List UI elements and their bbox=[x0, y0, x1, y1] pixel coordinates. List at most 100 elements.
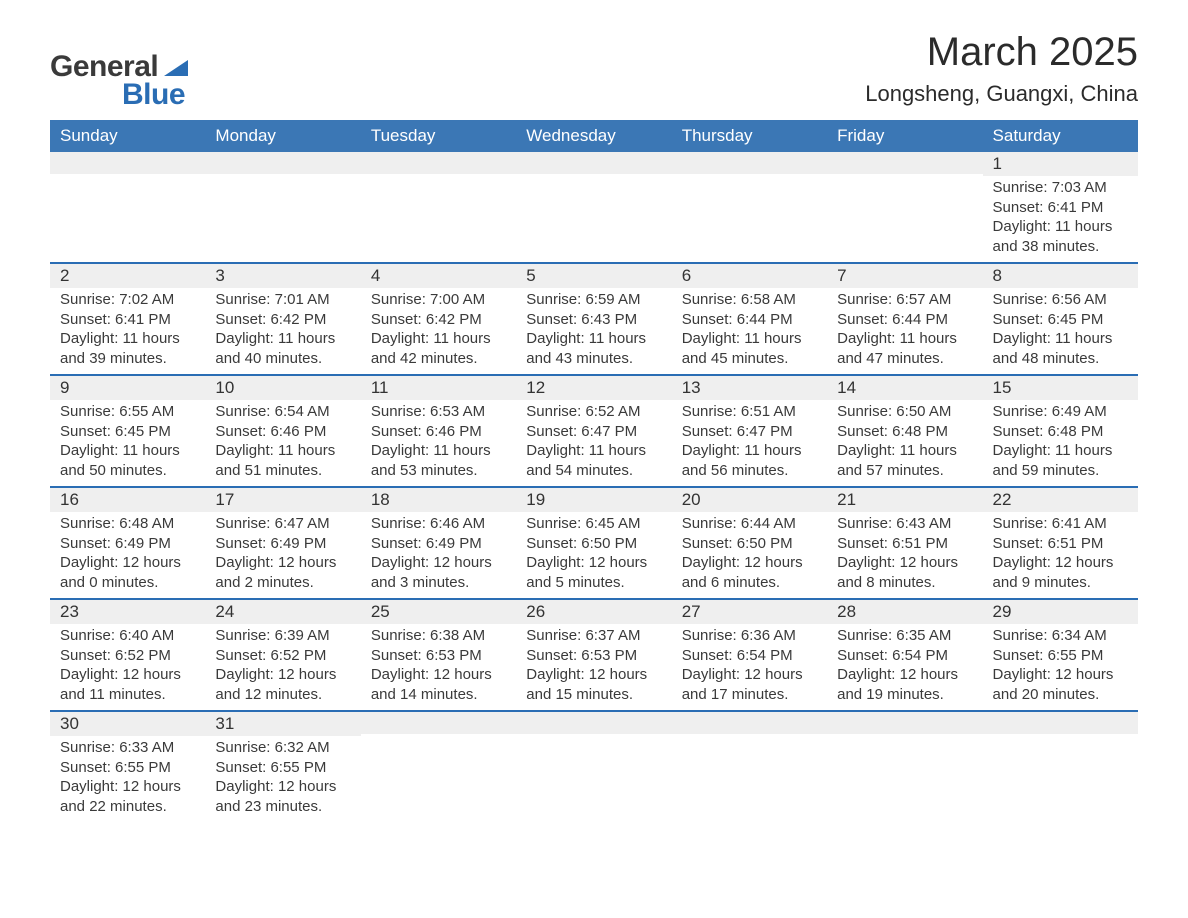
calendar-day-cell bbox=[672, 152, 827, 263]
calendar-day-cell: 21Sunrise: 6:43 AMSunset: 6:51 PMDayligh… bbox=[827, 487, 982, 599]
day-number: 14 bbox=[827, 376, 982, 400]
day-number: 7 bbox=[827, 264, 982, 288]
calendar-day-cell bbox=[827, 711, 982, 822]
sunrise-line: Sunrise: 6:37 AM bbox=[526, 626, 661, 646]
daylight-line: Daylight: 12 hours and 3 minutes. bbox=[371, 553, 506, 592]
day-body: Sunrise: 6:41 AMSunset: 6:51 PMDaylight:… bbox=[983, 512, 1138, 598]
calendar-day-cell: 19Sunrise: 6:45 AMSunset: 6:50 PMDayligh… bbox=[516, 487, 671, 599]
daylight-line: Daylight: 12 hours and 2 minutes. bbox=[215, 553, 350, 592]
sunset-line: Sunset: 6:54 PM bbox=[682, 646, 817, 666]
sunset-line: Sunset: 6:41 PM bbox=[993, 198, 1128, 218]
day-number-empty bbox=[516, 712, 671, 734]
calendar-day-cell: 30Sunrise: 6:33 AMSunset: 6:55 PMDayligh… bbox=[50, 711, 205, 822]
daylight-line: Daylight: 12 hours and 15 minutes. bbox=[526, 665, 661, 704]
sunrise-line: Sunrise: 6:36 AM bbox=[682, 626, 817, 646]
calendar-day-cell bbox=[205, 152, 360, 263]
header: General Blue March 2025 Longsheng, Guang… bbox=[50, 30, 1138, 112]
day-body: Sunrise: 6:53 AMSunset: 6:46 PMDaylight:… bbox=[361, 400, 516, 486]
day-number: 16 bbox=[50, 488, 205, 512]
daylight-line: Daylight: 11 hours and 50 minutes. bbox=[60, 441, 195, 480]
sunrise-line: Sunrise: 6:50 AM bbox=[837, 402, 972, 422]
weekday-header: Wednesday bbox=[516, 120, 671, 152]
day-number-empty bbox=[827, 152, 982, 174]
sunrise-line: Sunrise: 6:52 AM bbox=[526, 402, 661, 422]
day-number: 17 bbox=[205, 488, 360, 512]
day-number: 29 bbox=[983, 600, 1138, 624]
calendar-day-cell: 24Sunrise: 6:39 AMSunset: 6:52 PMDayligh… bbox=[205, 599, 360, 711]
sunset-line: Sunset: 6:52 PM bbox=[60, 646, 195, 666]
calendar-day-cell: 14Sunrise: 6:50 AMSunset: 6:48 PMDayligh… bbox=[827, 375, 982, 487]
day-number: 30 bbox=[50, 712, 205, 736]
calendar-day-cell: 31Sunrise: 6:32 AMSunset: 6:55 PMDayligh… bbox=[205, 711, 360, 822]
sunset-line: Sunset: 6:51 PM bbox=[837, 534, 972, 554]
sunrise-line: Sunrise: 6:48 AM bbox=[60, 514, 195, 534]
calendar-day-cell: 17Sunrise: 6:47 AMSunset: 6:49 PMDayligh… bbox=[205, 487, 360, 599]
daylight-line: Daylight: 11 hours and 45 minutes. bbox=[682, 329, 817, 368]
day-body: Sunrise: 6:37 AMSunset: 6:53 PMDaylight:… bbox=[516, 624, 671, 710]
calendar-day-cell: 18Sunrise: 6:46 AMSunset: 6:49 PMDayligh… bbox=[361, 487, 516, 599]
daylight-line: Daylight: 11 hours and 39 minutes. bbox=[60, 329, 195, 368]
calendar-day-cell bbox=[50, 152, 205, 263]
daylight-line: Daylight: 12 hours and 19 minutes. bbox=[837, 665, 972, 704]
calendar-day-cell: 6Sunrise: 6:58 AMSunset: 6:44 PMDaylight… bbox=[672, 263, 827, 375]
sunrise-line: Sunrise: 6:32 AM bbox=[215, 738, 350, 758]
calendar-day-cell: 13Sunrise: 6:51 AMSunset: 6:47 PMDayligh… bbox=[672, 375, 827, 487]
daylight-line: Daylight: 12 hours and 12 minutes. bbox=[215, 665, 350, 704]
sunrise-line: Sunrise: 7:01 AM bbox=[215, 290, 350, 310]
sunrise-line: Sunrise: 7:02 AM bbox=[60, 290, 195, 310]
day-number: 28 bbox=[827, 600, 982, 624]
day-body: Sunrise: 6:46 AMSunset: 6:49 PMDaylight:… bbox=[361, 512, 516, 598]
day-body: Sunrise: 6:36 AMSunset: 6:54 PMDaylight:… bbox=[672, 624, 827, 710]
calendar-day-cell: 5Sunrise: 6:59 AMSunset: 6:43 PMDaylight… bbox=[516, 263, 671, 375]
sunrise-line: Sunrise: 6:38 AM bbox=[371, 626, 506, 646]
calendar-day-cell: 3Sunrise: 7:01 AMSunset: 6:42 PMDaylight… bbox=[205, 263, 360, 375]
daylight-line: Daylight: 12 hours and 11 minutes. bbox=[60, 665, 195, 704]
daylight-line: Daylight: 12 hours and 0 minutes. bbox=[60, 553, 195, 592]
day-body-empty bbox=[205, 174, 360, 244]
day-number: 24 bbox=[205, 600, 360, 624]
day-number-empty bbox=[516, 152, 671, 174]
day-body: Sunrise: 6:39 AMSunset: 6:52 PMDaylight:… bbox=[205, 624, 360, 710]
sunrise-line: Sunrise: 6:57 AM bbox=[837, 290, 972, 310]
calendar-day-cell: 23Sunrise: 6:40 AMSunset: 6:52 PMDayligh… bbox=[50, 599, 205, 711]
daylight-line: Daylight: 11 hours and 54 minutes. bbox=[526, 441, 661, 480]
daylight-line: Daylight: 11 hours and 59 minutes. bbox=[993, 441, 1128, 480]
sunset-line: Sunset: 6:54 PM bbox=[837, 646, 972, 666]
sunset-line: Sunset: 6:47 PM bbox=[682, 422, 817, 442]
calendar-day-cell: 20Sunrise: 6:44 AMSunset: 6:50 PMDayligh… bbox=[672, 487, 827, 599]
day-number-empty bbox=[50, 152, 205, 174]
sunset-line: Sunset: 6:53 PM bbox=[371, 646, 506, 666]
day-body-empty bbox=[672, 734, 827, 804]
day-number: 20 bbox=[672, 488, 827, 512]
day-number: 15 bbox=[983, 376, 1138, 400]
calendar-day-cell bbox=[672, 711, 827, 822]
day-number: 3 bbox=[205, 264, 360, 288]
day-number-empty bbox=[361, 712, 516, 734]
calendar-day-cell: 29Sunrise: 6:34 AMSunset: 6:55 PMDayligh… bbox=[983, 599, 1138, 711]
day-number-empty bbox=[672, 712, 827, 734]
calendar-day-cell: 25Sunrise: 6:38 AMSunset: 6:53 PMDayligh… bbox=[361, 599, 516, 711]
day-body: Sunrise: 6:58 AMSunset: 6:44 PMDaylight:… bbox=[672, 288, 827, 374]
day-body: Sunrise: 7:02 AMSunset: 6:41 PMDaylight:… bbox=[50, 288, 205, 374]
calendar-week-row: 16Sunrise: 6:48 AMSunset: 6:49 PMDayligh… bbox=[50, 487, 1138, 599]
logo-text-blue: Blue bbox=[122, 78, 185, 112]
weekday-header: Tuesday bbox=[361, 120, 516, 152]
daylight-line: Daylight: 11 hours and 43 minutes. bbox=[526, 329, 661, 368]
location: Longsheng, Guangxi, China bbox=[865, 81, 1138, 107]
day-body-empty bbox=[361, 174, 516, 244]
calendar-day-cell: 16Sunrise: 6:48 AMSunset: 6:49 PMDayligh… bbox=[50, 487, 205, 599]
day-number: 19 bbox=[516, 488, 671, 512]
day-body: Sunrise: 6:56 AMSunset: 6:45 PMDaylight:… bbox=[983, 288, 1138, 374]
day-number: 21 bbox=[827, 488, 982, 512]
sunset-line: Sunset: 6:46 PM bbox=[215, 422, 350, 442]
day-number-empty bbox=[205, 152, 360, 174]
daylight-line: Daylight: 11 hours and 42 minutes. bbox=[371, 329, 506, 368]
sunset-line: Sunset: 6:48 PM bbox=[837, 422, 972, 442]
daylight-line: Daylight: 11 hours and 38 minutes. bbox=[993, 217, 1128, 256]
sunrise-line: Sunrise: 6:39 AM bbox=[215, 626, 350, 646]
day-body-empty bbox=[983, 734, 1138, 804]
day-number-empty bbox=[361, 152, 516, 174]
sunrise-line: Sunrise: 6:43 AM bbox=[837, 514, 972, 534]
day-number: 4 bbox=[361, 264, 516, 288]
calendar-day-cell: 26Sunrise: 6:37 AMSunset: 6:53 PMDayligh… bbox=[516, 599, 671, 711]
